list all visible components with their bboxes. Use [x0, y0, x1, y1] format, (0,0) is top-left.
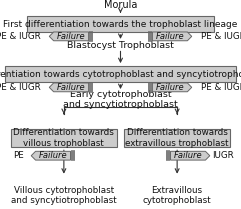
FancyBboxPatch shape [124, 129, 230, 147]
Text: Failure: Failure [174, 151, 202, 160]
Text: Failure: Failure [156, 32, 184, 41]
Text: Failure: Failure [57, 83, 85, 92]
Text: Failure: Failure [57, 32, 85, 41]
Text: Blastocyst Trophoblast: Blastocyst Trophoblast [67, 41, 174, 50]
Text: PE: PE [13, 151, 23, 160]
Text: First differentiation towards the trophoblast lineage: First differentiation towards the tropho… [3, 19, 238, 29]
FancyBboxPatch shape [5, 66, 236, 82]
Polygon shape [152, 83, 192, 92]
Text: Failure: Failure [156, 83, 184, 92]
Text: Differentiation towards
villous trophoblast: Differentiation towards villous trophobl… [13, 128, 114, 148]
FancyBboxPatch shape [11, 129, 117, 147]
Text: Morula: Morula [104, 0, 137, 10]
Text: PE & IUGR: PE & IUGR [201, 83, 241, 92]
Polygon shape [171, 151, 210, 160]
Text: Extravillous
cytotrophoblast: Extravillous cytotrophoblast [143, 186, 211, 205]
FancyBboxPatch shape [27, 16, 214, 32]
Text: PE & IUGR: PE & IUGR [0, 83, 40, 92]
Polygon shape [31, 151, 70, 160]
Text: Differentiation towards
extravillous trophoblast: Differentiation towards extravillous tro… [125, 128, 229, 148]
Text: Differentiation towards cytotrophoblast and syncytiotrophoblast: Differentiation towards cytotrophoblast … [0, 70, 241, 79]
Polygon shape [49, 83, 89, 92]
Text: PE & IUGR: PE & IUGR [0, 32, 40, 41]
Text: Villous cytotrophoblast
and syncytiotrophoblast: Villous cytotrophoblast and syncytiotrop… [11, 186, 117, 205]
Polygon shape [152, 32, 192, 41]
Text: Failure: Failure [39, 151, 67, 160]
Text: IUGR: IUGR [212, 151, 234, 160]
Polygon shape [49, 32, 89, 41]
Text: PE & IUGR: PE & IUGR [201, 32, 241, 41]
Text: Early cytotrophoblast
and syncytiotrophoblast: Early cytotrophoblast and syncytiotropho… [63, 90, 178, 109]
